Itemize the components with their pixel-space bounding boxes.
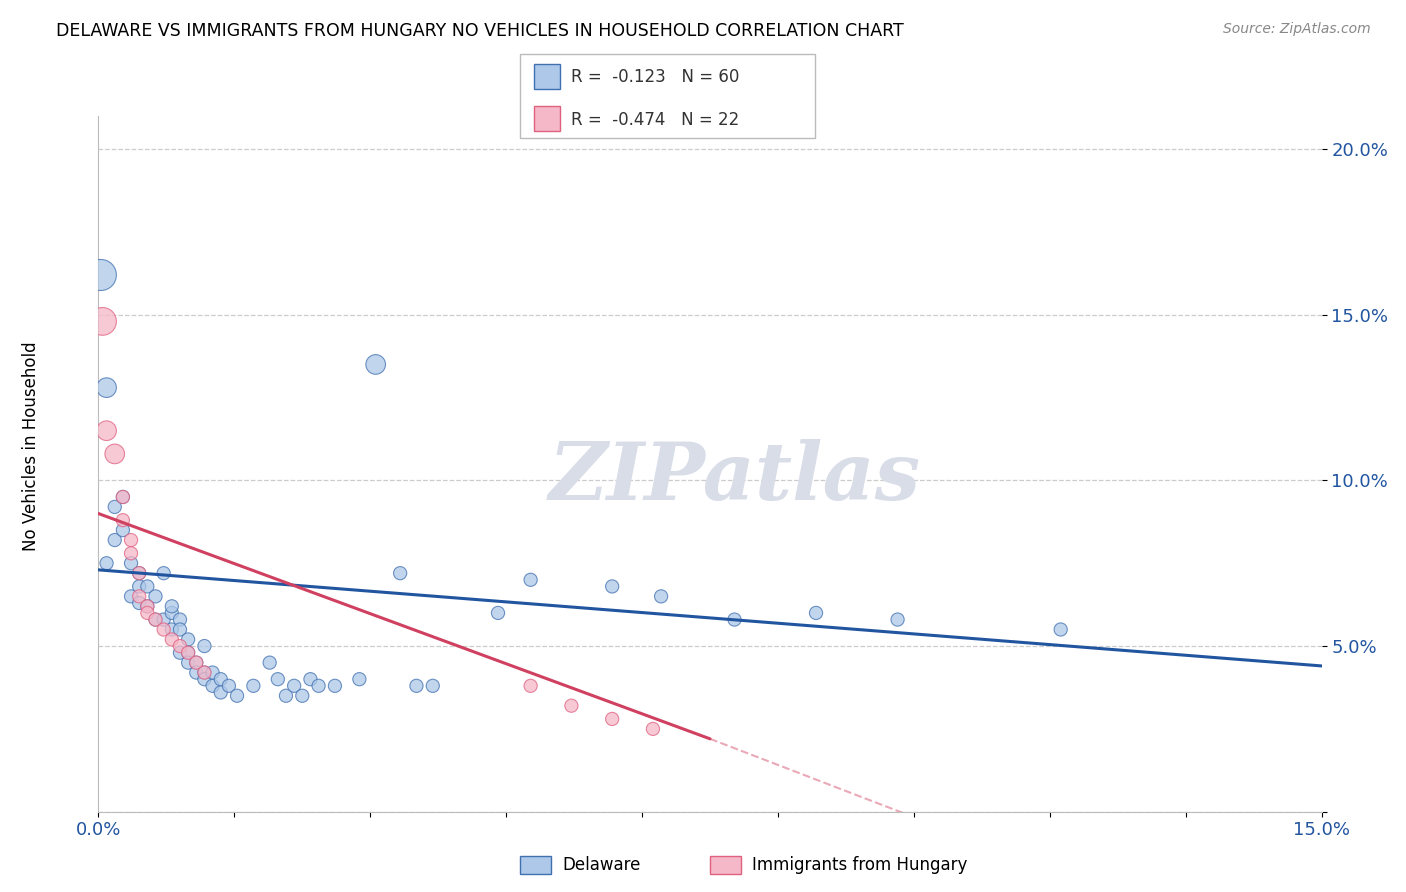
Point <box>1049 623 1071 637</box>
Point <box>111 490 134 504</box>
Text: DELAWARE VS IMMIGRANTS FROM HUNGARY NO VEHICLES IN HOUSEHOLD CORRELATION CHART: DELAWARE VS IMMIGRANTS FROM HUNGARY NO V… <box>56 22 904 40</box>
Point <box>104 533 127 547</box>
Point <box>96 381 118 395</box>
Text: Delaware: Delaware <box>562 856 641 874</box>
Point <box>226 689 249 703</box>
Text: No Vehicles in Household: No Vehicles in Household <box>22 341 39 551</box>
Point <box>291 689 314 703</box>
Point <box>267 672 290 686</box>
Point <box>136 579 159 593</box>
Point <box>405 679 427 693</box>
Point <box>111 490 134 504</box>
Point <box>201 665 224 680</box>
Point <box>804 606 827 620</box>
Point <box>186 665 208 680</box>
Point <box>389 566 412 581</box>
Point <box>136 606 159 620</box>
Point <box>186 656 208 670</box>
Point <box>193 665 215 680</box>
Text: Immigrants from Hungary: Immigrants from Hungary <box>752 856 967 874</box>
Point <box>323 679 346 693</box>
Point <box>120 590 142 604</box>
Point <box>128 566 150 581</box>
Point <box>160 632 183 647</box>
Point <box>136 599 159 614</box>
Point <box>519 573 541 587</box>
Point <box>650 590 672 604</box>
Point <box>152 566 174 581</box>
Point <box>128 590 150 604</box>
Point <box>177 646 200 660</box>
Point <box>349 672 371 686</box>
Point <box>145 590 167 604</box>
Point <box>886 613 908 627</box>
Point <box>519 679 541 693</box>
Point <box>160 599 183 614</box>
Point <box>209 672 232 686</box>
Point <box>160 623 183 637</box>
Point <box>120 546 142 560</box>
Point <box>600 579 623 593</box>
Point <box>218 679 240 693</box>
Point <box>274 689 297 703</box>
Point <box>209 685 232 699</box>
Point <box>242 679 264 693</box>
Point <box>145 613 167 627</box>
Point <box>299 672 322 686</box>
Point <box>104 447 127 461</box>
Point <box>96 556 118 570</box>
Point <box>560 698 582 713</box>
Point <box>152 623 174 637</box>
Point <box>422 679 444 693</box>
Point <box>120 556 142 570</box>
Point <box>600 712 623 726</box>
Point <box>90 268 112 282</box>
Point <box>169 613 191 627</box>
Point <box>111 513 134 527</box>
Point <box>283 679 305 693</box>
Point <box>641 722 664 736</box>
Text: R =  -0.123   N = 60: R = -0.123 N = 60 <box>571 69 740 87</box>
Point <box>169 646 191 660</box>
Point <box>104 500 127 514</box>
Point <box>169 623 191 637</box>
Point <box>259 656 281 670</box>
Point <box>186 656 208 670</box>
Point <box>111 523 134 537</box>
Point <box>364 358 387 372</box>
Point <box>169 639 191 653</box>
Point <box>177 656 200 670</box>
Point <box>723 613 745 627</box>
Text: R =  -0.474   N = 22: R = -0.474 N = 22 <box>571 111 740 128</box>
Point <box>177 632 200 647</box>
Point <box>120 533 142 547</box>
Point <box>128 566 150 581</box>
Point <box>160 606 183 620</box>
Point <box>177 646 200 660</box>
Point <box>152 613 174 627</box>
Point <box>91 314 114 328</box>
Point <box>201 679 224 693</box>
Point <box>136 599 159 614</box>
Text: Source: ZipAtlas.com: Source: ZipAtlas.com <box>1223 22 1371 37</box>
Text: ZIPatlas: ZIPatlas <box>548 439 921 516</box>
Point <box>193 665 215 680</box>
Point <box>145 613 167 627</box>
Point <box>486 606 509 620</box>
Point <box>308 679 330 693</box>
Point <box>193 672 215 686</box>
Point <box>96 424 118 438</box>
Point <box>128 579 150 593</box>
Point <box>193 639 215 653</box>
Point <box>128 596 150 610</box>
